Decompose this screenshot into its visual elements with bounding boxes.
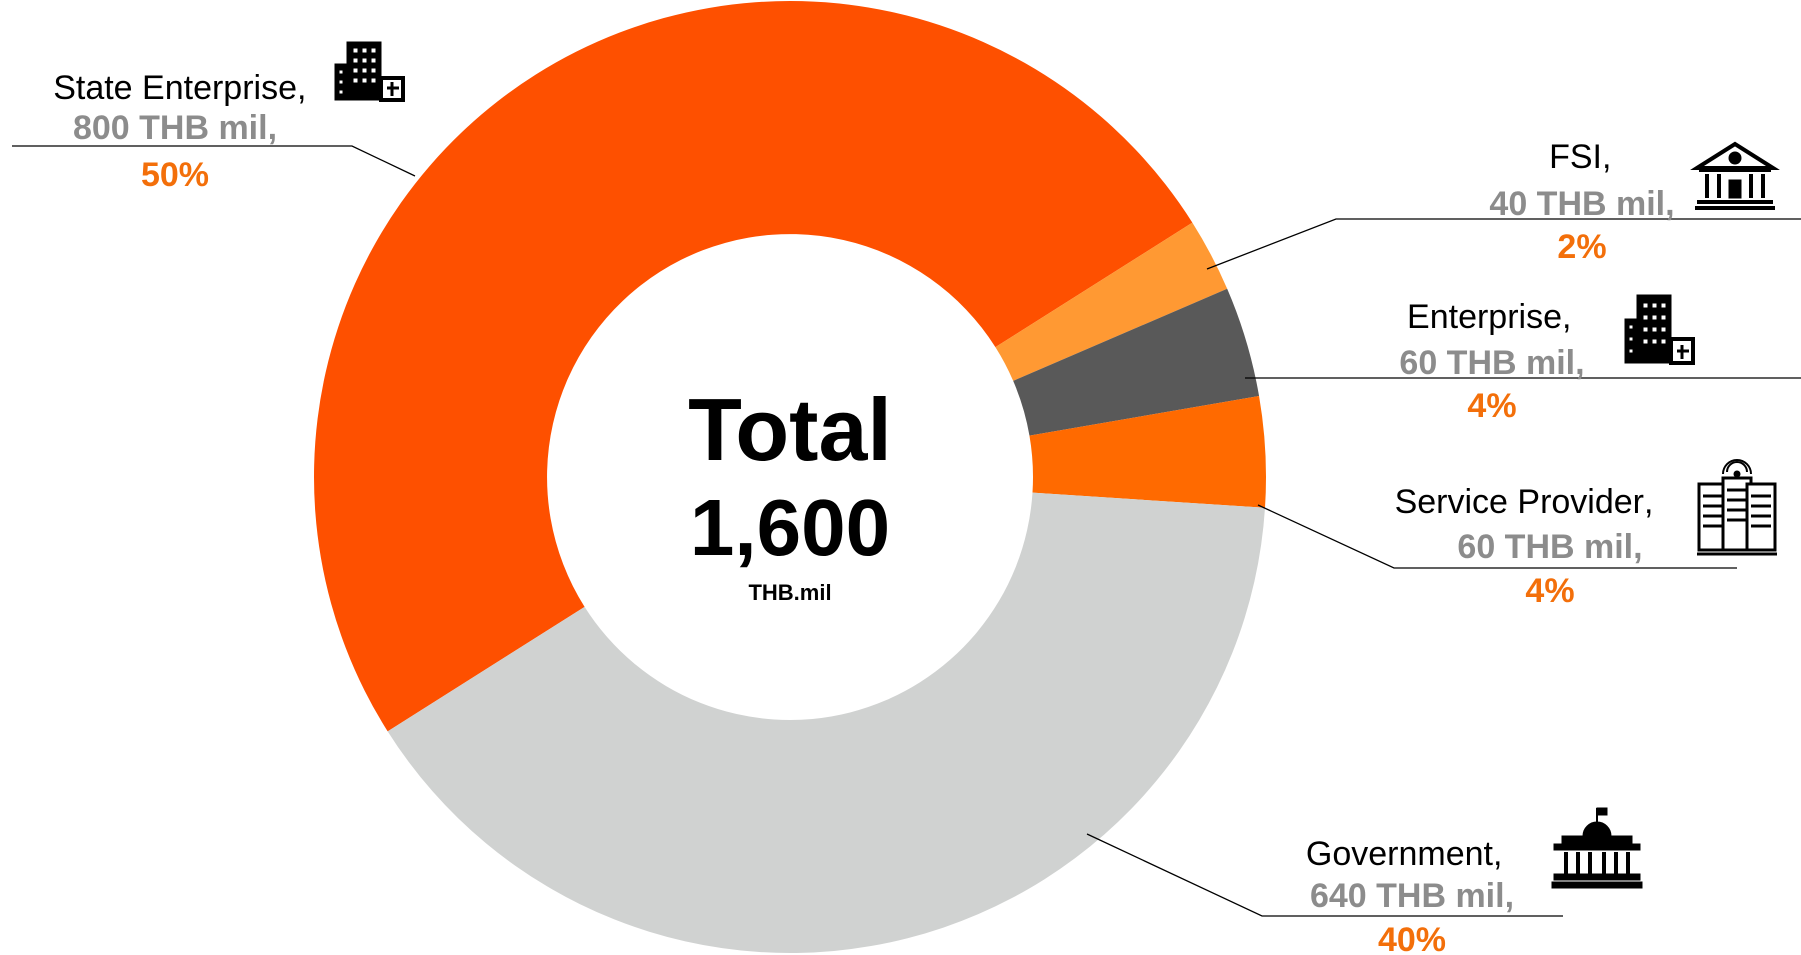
slice-value: 640 THB mil, <box>1310 877 1514 915</box>
slice-name: Enterprise <box>1407 298 1562 336</box>
slice-name: State Enterprise <box>53 69 297 107</box>
slice-label-enterprise: Enterprise , 60 THB mil, 4% <box>1245 294 1801 425</box>
center-unit: THB.mil <box>748 580 831 605</box>
comma: , <box>1644 483 1653 521</box>
slice-label-fsi: FSI , 40 THB mil, 2% <box>1206 138 1801 270</box>
leader-line <box>1086 833 1563 917</box>
slice-government <box>387 492 1266 954</box>
slice-label-government: Government , 640 THB mil, 40% <box>1086 807 1643 955</box>
server-rack-icon <box>1697 459 1777 556</box>
slice-label-state-enterprise: State Enterprise , 800 THB mil, 50% <box>12 41 416 194</box>
office-building-icon <box>334 41 405 102</box>
slice-name: Service Provider <box>1395 483 1644 521</box>
donut-slices <box>314 1 1266 954</box>
slice-value: 40 THB mil, <box>1489 185 1674 223</box>
slice-percent: 4% <box>1467 387 1516 425</box>
slice-label-service-provider: Service Provider , 60 THB mil, 4% <box>1257 459 1777 610</box>
slice-percent: 4% <box>1525 572 1574 610</box>
slice-name: Government <box>1306 835 1494 873</box>
comma: , <box>297 69 306 107</box>
slice-percent: 50% <box>141 156 209 194</box>
leader-line <box>12 145 416 177</box>
slice-enterprise <box>1013 288 1260 436</box>
slice-percent: 2% <box>1557 228 1606 266</box>
slice-value: 800 THB mil, <box>73 109 277 147</box>
comma: , <box>1602 138 1611 176</box>
leader-line <box>1206 218 1801 270</box>
slice-name: FSI <box>1549 138 1602 176</box>
center-title: Total <box>688 380 892 479</box>
comma: , <box>1493 835 1502 873</box>
leader-line <box>1257 504 1737 569</box>
slice-service-provider <box>1029 395 1266 508</box>
center-label: Total 1,600 THB.mil <box>688 380 892 605</box>
slice-fsi <box>995 222 1228 381</box>
slice-value: 60 THB mil, <box>1399 344 1584 382</box>
slice-state-enterprise <box>314 1 1193 732</box>
office-building-icon <box>1624 294 1695 365</box>
comma: , <box>1562 298 1571 336</box>
capitol-building-icon <box>1551 807 1643 889</box>
slice-value: 60 THB mil, <box>1457 528 1642 566</box>
bank-icon <box>1690 141 1780 210</box>
center-value: 1,600 <box>690 483 890 572</box>
slice-percent: 40% <box>1378 921 1446 955</box>
